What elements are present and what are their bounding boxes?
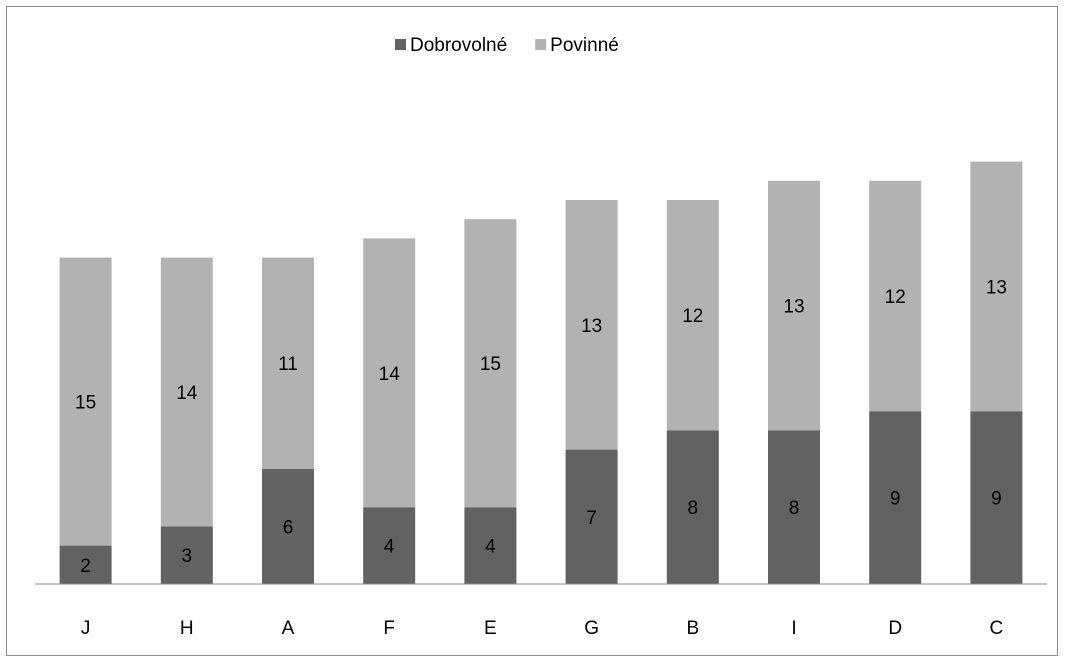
data-label-povinne-f: 14 bbox=[379, 364, 401, 385]
data-label-povinne-d: 12 bbox=[885, 287, 906, 308]
bar-dobrovolne-g bbox=[565, 449, 618, 584]
bar-dobrovolne-h bbox=[160, 526, 213, 584]
bar-povinne-c bbox=[970, 161, 1023, 412]
bar-povinne-i bbox=[768, 180, 820, 431]
bar-dobrovolne-f bbox=[363, 507, 416, 584]
data-label-dobrovolne-b: 8 bbox=[688, 498, 699, 519]
bars bbox=[59, 161, 1023, 584]
data-label-povinne-e: 15 bbox=[480, 354, 501, 375]
stacked-bar-chart: Dobrovolné Povinné 2 15 3 14 6 11 4 14 4 15 7 13 8 12 8… bbox=[35, 35, 1047, 639]
chart-frame: Dobrovolné Povinné 2 15 3 14 6 11 4 14 4 15 7 13 8 12 8… bbox=[6, 6, 1058, 656]
data-labels: 2 15 3 14 6 11 4 14 4 15 7 13 8 12 8 13 9 12 9 13 bbox=[75, 277, 1007, 576]
x-tick-label-c: C bbox=[990, 618, 1004, 639]
bar-dobrovolne-a bbox=[262, 468, 314, 584]
data-label-povinne-c: 13 bbox=[986, 277, 1007, 298]
data-label-povinne-h: 14 bbox=[176, 383, 198, 404]
data-label-dobrovolne-g: 7 bbox=[586, 508, 597, 529]
bar-dobrovolne-i bbox=[768, 430, 820, 584]
data-label-dobrovolne-e: 4 bbox=[485, 537, 496, 558]
bar-povinne-j bbox=[59, 257, 112, 546]
x-tick-label-j: J bbox=[81, 618, 91, 639]
bar-povinne-h bbox=[160, 257, 213, 527]
data-label-povinne-j: 15 bbox=[75, 393, 96, 414]
x-tick-label-a: A bbox=[282, 618, 295, 639]
data-label-povinne-i: 13 bbox=[783, 297, 804, 318]
x-tick-label-i: I bbox=[791, 618, 796, 639]
x-tick-label-b: B bbox=[686, 618, 699, 639]
bar-dobrovolne-e bbox=[464, 507, 517, 584]
bar-povinne-e bbox=[464, 219, 517, 508]
bar-povinne-a bbox=[262, 257, 314, 469]
data-label-dobrovolne-d: 9 bbox=[890, 489, 901, 510]
x-tick-label-h: H bbox=[180, 618, 194, 639]
legend: Dobrovolné Povinné bbox=[395, 35, 619, 56]
legend-label-povinne: Povinné bbox=[550, 35, 619, 56]
x-tick-label-e: E bbox=[484, 618, 497, 639]
data-label-dobrovolne-i: 8 bbox=[789, 498, 800, 519]
bar-povinne-b bbox=[666, 200, 719, 431]
bar-povinne-f bbox=[363, 238, 416, 508]
bar-dobrovolne-d bbox=[869, 411, 922, 584]
data-label-dobrovolne-f: 4 bbox=[384, 537, 395, 558]
data-label-dobrovolne-a: 6 bbox=[283, 517, 294, 538]
data-label-dobrovolne-h: 3 bbox=[182, 546, 193, 567]
bar-povinne-d bbox=[869, 180, 922, 412]
bar-dobrovolne-c bbox=[970, 411, 1023, 584]
bar-dobrovolne-j bbox=[59, 545, 112, 584]
x-tick-label-g: G bbox=[584, 618, 599, 639]
x-tick-label-d: D bbox=[888, 618, 902, 639]
legend-swatch-povinne bbox=[535, 39, 547, 50]
x-tick-label-f: F bbox=[383, 618, 395, 639]
data-label-dobrovolne-j: 2 bbox=[80, 556, 91, 577]
legend-label-dobrovolne: Dobrovolné bbox=[410, 35, 507, 56]
bar-dobrovolne-b bbox=[666, 430, 719, 584]
data-label-povinne-b: 12 bbox=[682, 306, 703, 327]
data-label-povinne-a: 11 bbox=[278, 354, 298, 375]
data-label-dobrovolne-c: 9 bbox=[991, 489, 1002, 510]
data-label-povinne-g: 13 bbox=[581, 316, 602, 337]
legend-swatch-dobrovolne bbox=[395, 39, 406, 50]
bar-povinne-g bbox=[565, 200, 618, 450]
